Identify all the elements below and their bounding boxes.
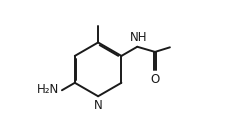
Text: NH: NH: [130, 31, 147, 44]
Text: H₂N: H₂N: [37, 83, 59, 96]
Text: O: O: [150, 72, 160, 86]
Text: N: N: [94, 99, 102, 112]
